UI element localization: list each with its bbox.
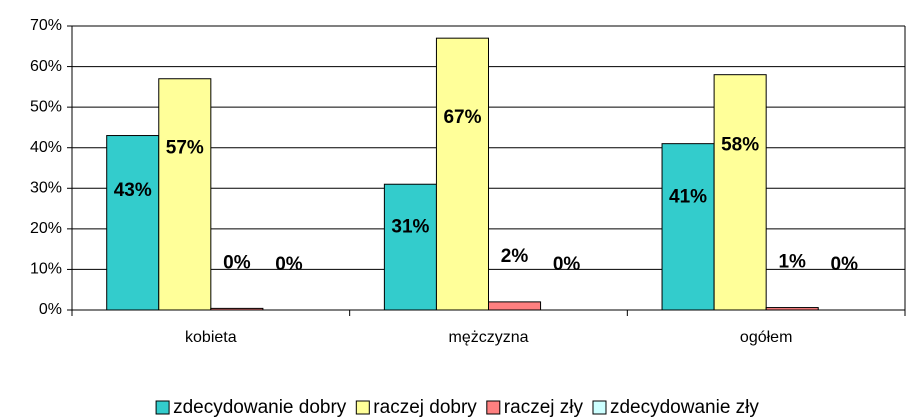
data-label: 0% xyxy=(831,254,859,275)
legend-label: zdecydowanie zły xyxy=(610,397,759,418)
bar xyxy=(106,135,160,311)
data-label: 31% xyxy=(391,217,429,238)
bar xyxy=(383,183,437,311)
data-label: 57% xyxy=(166,138,204,159)
bar xyxy=(435,37,489,311)
data-label: 41% xyxy=(669,186,707,207)
y-tick-label: 0% xyxy=(39,301,62,318)
data-label: 0% xyxy=(275,254,303,275)
bar xyxy=(713,74,767,311)
y-tick-label: 10% xyxy=(30,261,62,278)
data-label: 43% xyxy=(114,180,152,201)
legend-swatch xyxy=(155,400,170,415)
bar xyxy=(488,301,542,311)
bar xyxy=(661,143,715,311)
y-tick-label: 60% xyxy=(30,58,62,75)
legend-swatch xyxy=(486,400,501,415)
legend-label: raczej dobry xyxy=(373,397,477,418)
y-tick-label: 70% xyxy=(30,17,62,34)
x-tick-label: ogółem xyxy=(740,329,792,346)
x-tick-label: kobieta xyxy=(185,329,237,346)
data-label: 0% xyxy=(223,252,251,273)
data-label: 1% xyxy=(778,252,806,273)
bar xyxy=(158,78,212,311)
legend-label: raczej zły xyxy=(504,397,584,418)
legend-swatch xyxy=(355,400,370,415)
y-tick-label: 30% xyxy=(30,180,62,197)
legend-label: zdecydowanie dobry xyxy=(173,397,347,418)
x-tick-label: mężczyzna xyxy=(448,329,528,346)
data-label: 0% xyxy=(553,254,581,275)
y-tick-label: 50% xyxy=(30,98,62,115)
data-label: 67% xyxy=(443,107,481,128)
y-tick-label: 40% xyxy=(30,139,62,156)
y-tick-label: 20% xyxy=(30,220,62,237)
data-label: 58% xyxy=(721,135,759,156)
data-label: 2% xyxy=(501,246,529,267)
legend-swatch xyxy=(592,400,607,415)
